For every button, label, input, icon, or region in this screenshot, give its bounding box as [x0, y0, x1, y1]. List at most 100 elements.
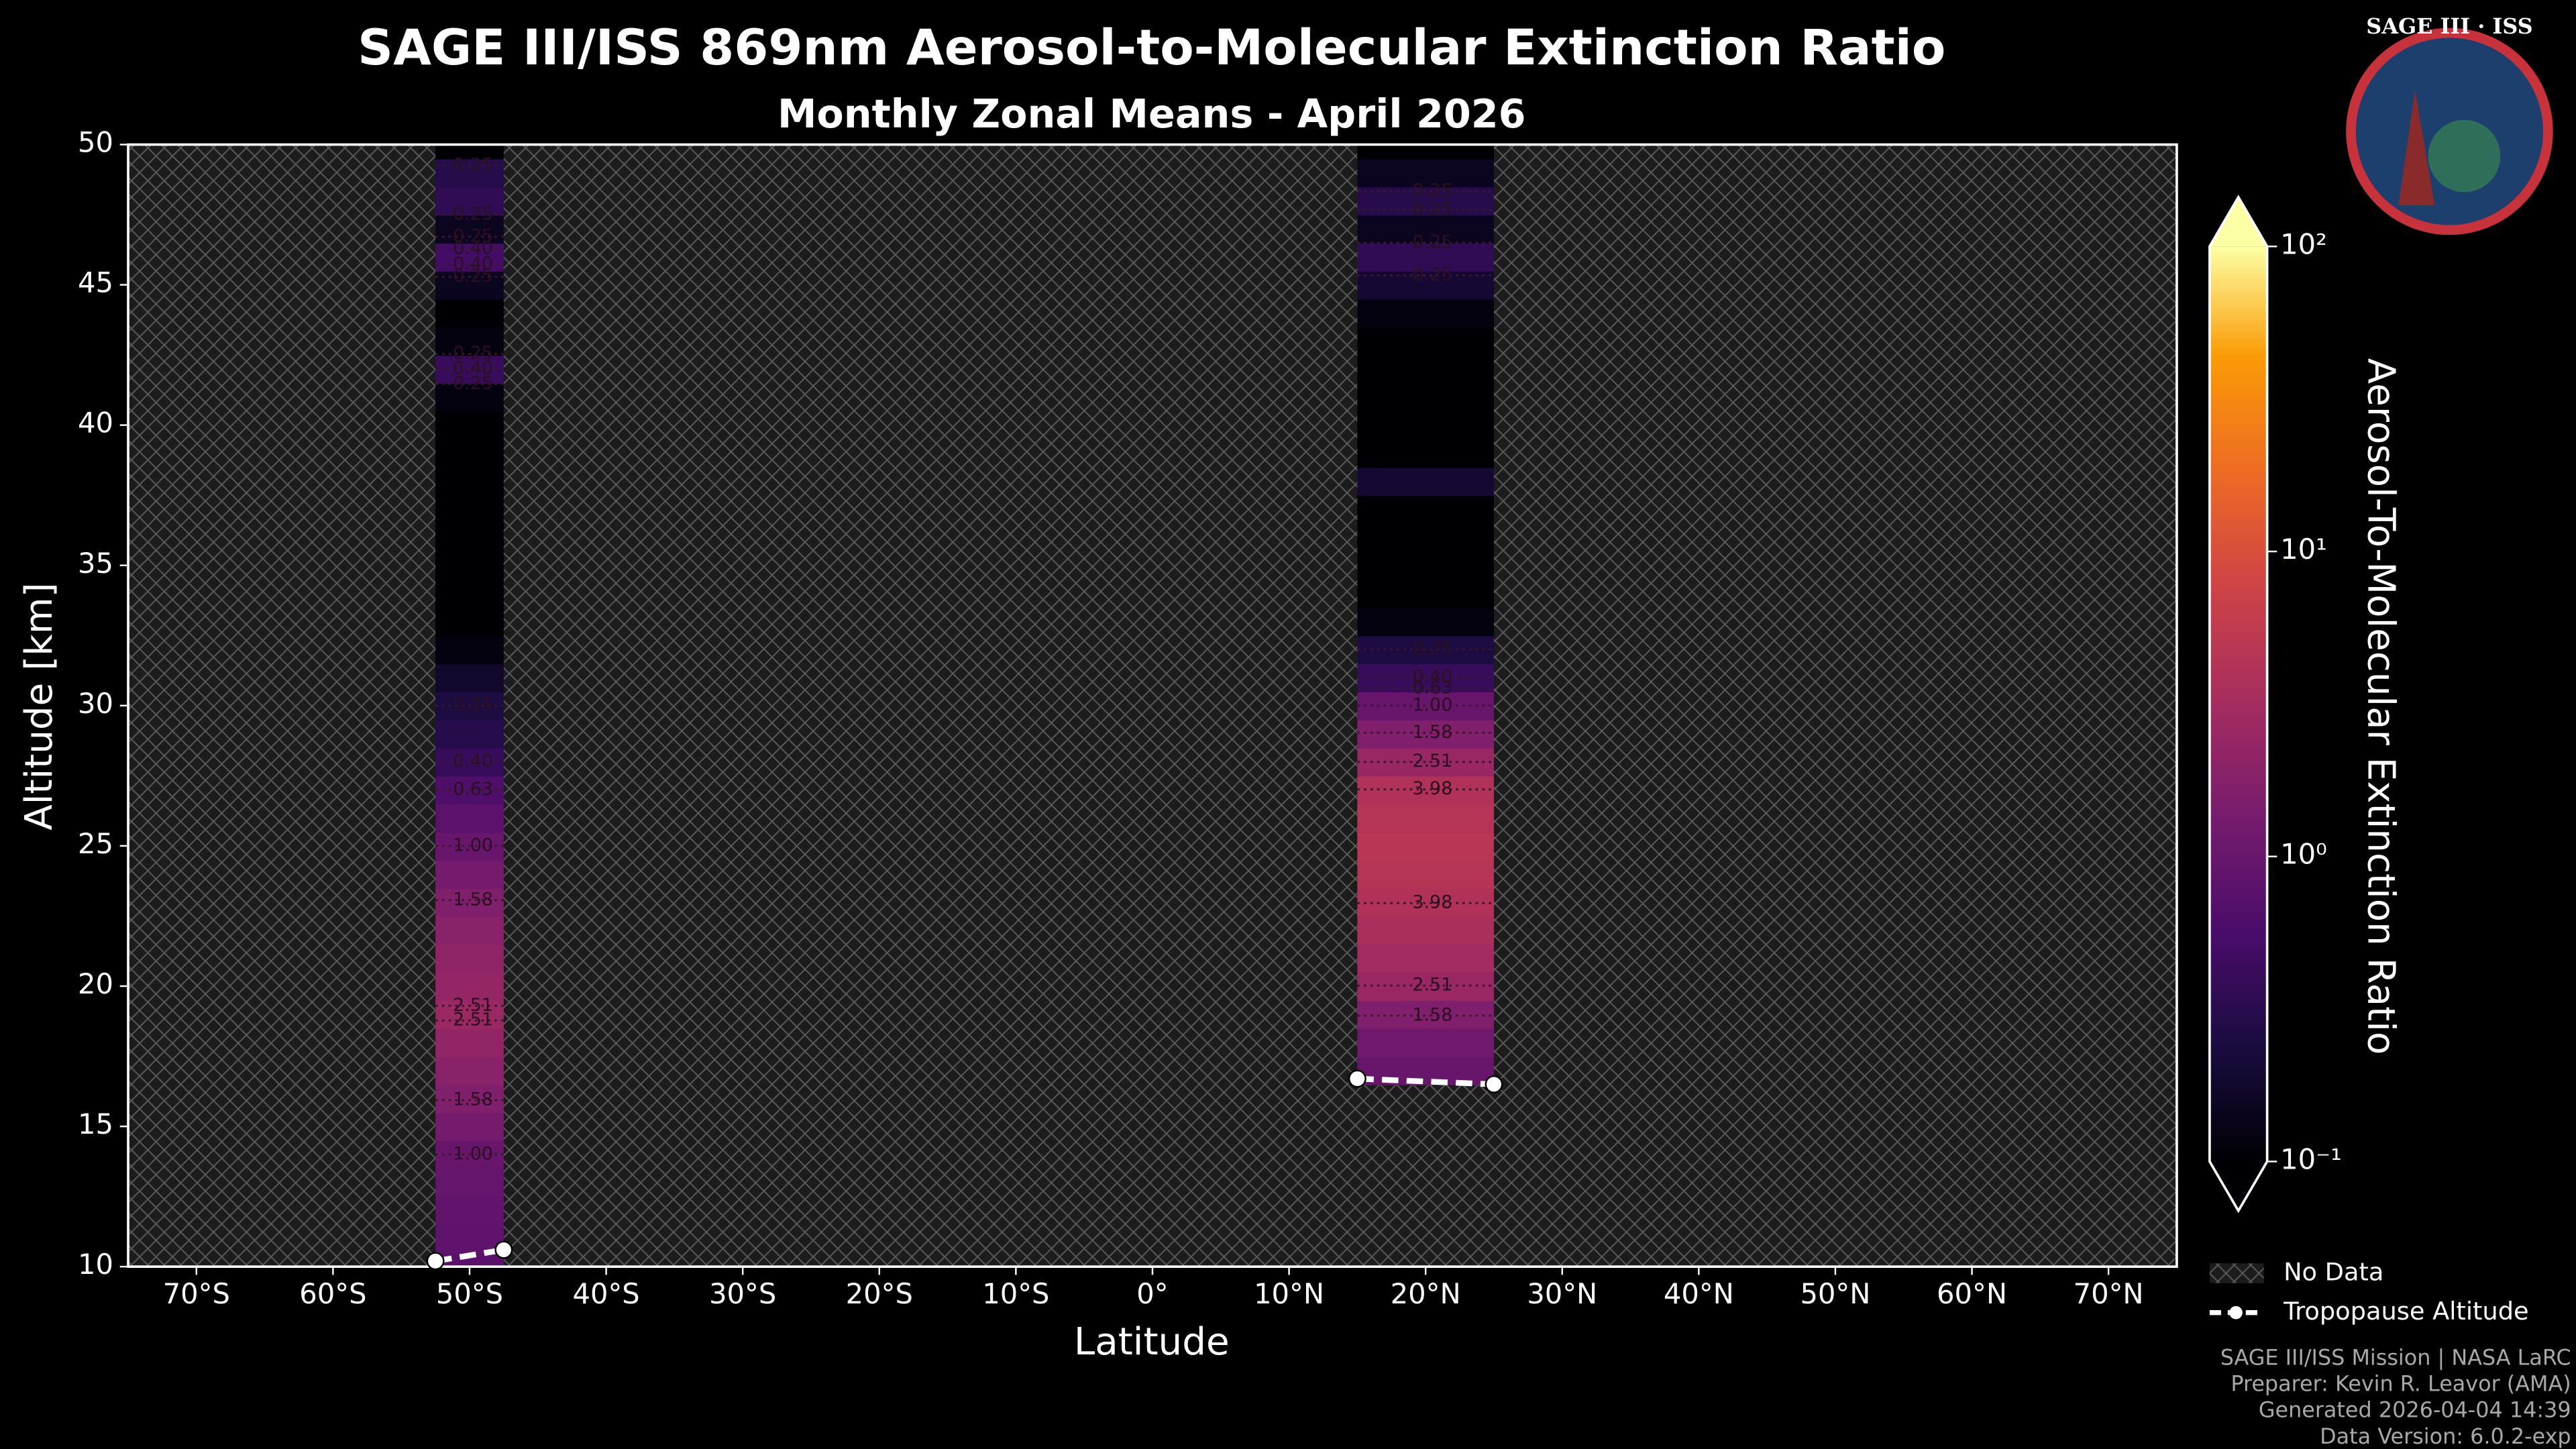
contour-label: 0.40: [453, 237, 493, 258]
colorbar: [2209, 246, 2267, 1162]
heatmap-cell: [435, 439, 504, 468]
contour-label: 2.51: [1412, 975, 1452, 996]
heatmap-cell: [435, 299, 504, 328]
contour-label: 3.98: [1412, 778, 1452, 799]
contour-label: 0.25: [1412, 231, 1452, 252]
chart-title: SAGE III/ISS 869nm Aerosol-to-Molecular …: [358, 19, 1945, 76]
logo: SAGE III · ISS: [2346, 13, 2553, 235]
heatmap-cell: [1357, 215, 1494, 244]
heatmap-cell: [1357, 859, 1494, 889]
y-tick-label: 40: [78, 407, 113, 439]
contour-label: 0.40: [453, 358, 493, 379]
heatmap-cell: [435, 635, 504, 665]
y-tick-label: 30: [78, 687, 113, 720]
legend-no-data-swatch: [2209, 1263, 2264, 1283]
heatmap-cell: [1357, 495, 1494, 525]
heatmap: 0.250.250.250.250.250.250.250.400.400.40…: [435, 144, 1494, 1267]
tropopause-marker: [494, 1240, 513, 1259]
heatmap-cell: [1357, 144, 1494, 160]
heatmap-cell: [1357, 523, 1494, 553]
heatmap-cell: [435, 411, 504, 440]
heatmap-cell: [435, 551, 504, 580]
contour-label: 2.51: [453, 1010, 493, 1030]
y-axis-label: Altitude [km]: [17, 582, 61, 830]
contour-label: 0.25: [453, 266, 493, 286]
heatmap-cell: [435, 467, 504, 496]
contour-label: 1.58: [453, 889, 493, 910]
heatmap-cell: [435, 215, 504, 244]
heatmap-cell: [435, 579, 504, 608]
y-tick-label: 45: [78, 266, 113, 299]
x-tick-label: 10°N: [1254, 1277, 1324, 1310]
legend-label: Tropopause Altitude: [2283, 1297, 2529, 1326]
tropopause-marker: [1485, 1075, 1503, 1093]
chart-subtitle: Monthly Zonal Means - April 2026: [777, 91, 1526, 137]
contour-label: 0.25: [453, 343, 493, 364]
footer-line: SAGE III/ISS Mission | NASA LaRC: [2220, 1344, 2571, 1370]
heatmap-cell: [1357, 355, 1494, 384]
x-tick-label: 40°N: [1664, 1277, 1734, 1310]
x-tick-label: 70°N: [2074, 1277, 2144, 1310]
tropopause-marker: [426, 1252, 445, 1271]
contour-label: 0.25: [453, 204, 493, 225]
colorbar-tick-label: 10⁰: [2280, 838, 2327, 871]
contour-label: 0.40: [1412, 667, 1452, 688]
contour-label: 0.25: [453, 373, 493, 394]
heatmap-cell: [1357, 804, 1494, 833]
colorbar-tick-label: 10¹: [2280, 533, 2327, 566]
x-tick-label: 20°S: [846, 1277, 913, 1310]
colorbar-extend-max: [2209, 197, 2267, 247]
contour-label: 0.63: [1412, 678, 1452, 698]
heatmap-cell: [1357, 1056, 1494, 1085]
heatmap-cell: [1357, 382, 1494, 412]
colorbar-label: Aerosol-To-Molecular Extinction Ratio: [2359, 358, 2402, 1055]
y-tick-label: 35: [78, 547, 113, 580]
heatmap-cell: [1357, 299, 1494, 328]
colorbar-tick-label: 10⁻¹: [2280, 1142, 2342, 1175]
contour-label: 1.58: [453, 1089, 493, 1110]
heatmap-cell: [435, 1252, 504, 1267]
heatmap-cell: [1357, 467, 1494, 496]
heatmap-cell: [435, 1084, 504, 1114]
heatmap-cell: [1357, 158, 1494, 188]
heatmap-cell: [1357, 439, 1494, 468]
colorbar-extend-min: [2209, 1161, 2267, 1211]
heatmap-cell: [1357, 916, 1494, 945]
x-tick-label: 60°N: [1937, 1277, 2007, 1310]
contour-label: 0.25: [453, 225, 493, 246]
legend-tropopause-marker: [2229, 1305, 2243, 1320]
heatmap-cell: [1357, 832, 1494, 861]
x-tick-label: 0°: [1136, 1277, 1168, 1310]
heatmap-cell: [435, 804, 504, 833]
heatmap-cell: [435, 663, 504, 693]
x-tick-label: 60°S: [299, 1277, 366, 1310]
heatmap-cell: [435, 382, 504, 412]
x-tick-label: 30°S: [709, 1277, 776, 1310]
contour-label: 0.25: [1412, 199, 1452, 220]
heatmap-cell: [1357, 327, 1494, 356]
heatmap-cell: [1357, 579, 1494, 608]
contour-label: 0.25: [1412, 639, 1452, 659]
heatmap-cell: [435, 144, 504, 160]
footer-line: Generated 2026-04-04 14:39: [2259, 1397, 2571, 1423]
contour-label: 0.25: [1412, 264, 1452, 285]
logo-text: SAGE III · ISS: [2366, 13, 2532, 39]
y-tick-label: 10: [78, 1248, 113, 1281]
colorbar-tick-label: 10²: [2280, 227, 2327, 260]
x-tick-label: 50°N: [1800, 1277, 1870, 1310]
contour-label: 2.51: [1412, 751, 1452, 771]
heatmap-cell: [435, 888, 504, 917]
contour-label: 1.00: [453, 835, 493, 855]
heatmap-cell: [1357, 1000, 1494, 1029]
x-tick-label: 50°S: [436, 1277, 503, 1310]
heatmap-cell: [435, 1028, 504, 1057]
heatmap-cell: [435, 607, 504, 637]
heatmap-cell: [1357, 607, 1494, 637]
tropopause-line: [435, 1246, 504, 1265]
logo-figure: [2398, 90, 2435, 206]
y-tick-label: 25: [78, 827, 113, 860]
contour-label: 0.25: [453, 694, 493, 715]
contour-label: 1.58: [1412, 1004, 1452, 1025]
heatmap-cell: [435, 916, 504, 945]
logo-earth: [2428, 119, 2501, 193]
